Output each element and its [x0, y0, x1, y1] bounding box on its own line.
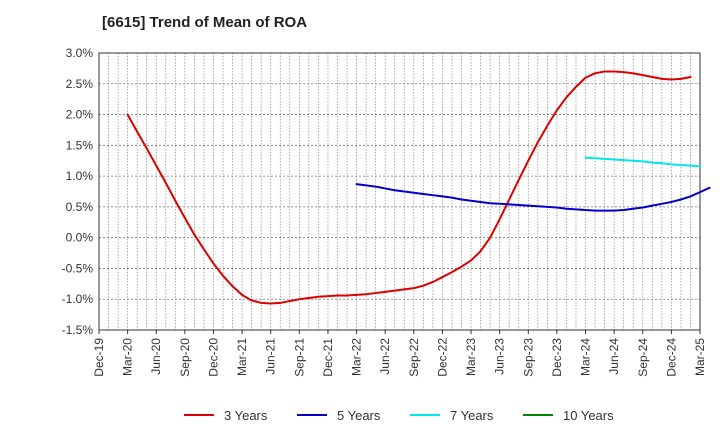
x-tick-label: Sep-23: [521, 338, 535, 377]
series-line-3: [584, 156, 701, 168]
x-tick-label: Mar-21: [235, 338, 249, 376]
y-tick-label: 2.0%: [66, 108, 94, 122]
x-tick-label: Dec-20: [206, 338, 220, 377]
legend: 3 Years 5 Years 7 Years 10 Years: [184, 408, 614, 423]
x-tick-label: Mar-20: [121, 338, 135, 376]
x-tick-label: Jun-24: [607, 338, 621, 375]
x-tick-label: Mar-23: [464, 338, 478, 376]
x-tick-label: Sep-20: [178, 338, 192, 377]
series-lines: [126, 70, 711, 305]
y-tick-label: 0.5%: [66, 200, 94, 214]
legend-label: 10 Years: [563, 408, 614, 423]
series-line-2: [355, 183, 711, 212]
x-tick-label: Dec-21: [321, 338, 335, 377]
y-tick-label: -0.5%: [62, 261, 94, 275]
y-tick-label: 3.0%: [66, 46, 94, 60]
x-tick-label: Dec-19: [92, 338, 106, 377]
legend-label: 7 Years: [450, 408, 494, 423]
x-tick-label: Jun-21: [264, 338, 278, 375]
tick-labels: 3.0% 2.5% 2.0% 1.5% 1.0% 0.5% 0.0% -0.5% -1.0% -1…: [62, 46, 707, 377]
x-tick-label: Mar-25: [693, 338, 707, 376]
axes: [98, 52, 701, 334]
x-tick-label: Mar-22: [350, 338, 364, 376]
x-tick-label: Mar-24: [579, 338, 593, 376]
x-tick-label: Dec-24: [664, 338, 678, 377]
legend-label: 5 Years: [337, 408, 381, 423]
y-tick-label: 2.5%: [66, 77, 94, 91]
x-tick-label: Sep-24: [636, 338, 650, 377]
x-tick-label: Dec-22: [435, 338, 449, 377]
x-tick-label: Sep-22: [407, 338, 421, 377]
series-line-1: [126, 70, 692, 305]
legend-label: 3 Years: [224, 408, 268, 423]
x-tick-label: Jun-22: [378, 338, 392, 375]
chart-title: [6615] Trend of Mean of ROA: [102, 14, 308, 31]
x-tick-label: Sep-21: [292, 338, 306, 377]
y-tick-label: -1.5%: [62, 323, 94, 337]
x-tick-label: Jun-23: [493, 338, 507, 375]
y-tick-label: 1.0%: [66, 169, 94, 183]
y-tick-label: 0.0%: [66, 231, 94, 245]
y-tick-label: 1.5%: [66, 138, 94, 152]
x-tick-label: Jun-20: [149, 338, 163, 375]
y-tick-label: -1.0%: [62, 292, 94, 306]
x-tick-label: Dec-23: [550, 338, 564, 377]
